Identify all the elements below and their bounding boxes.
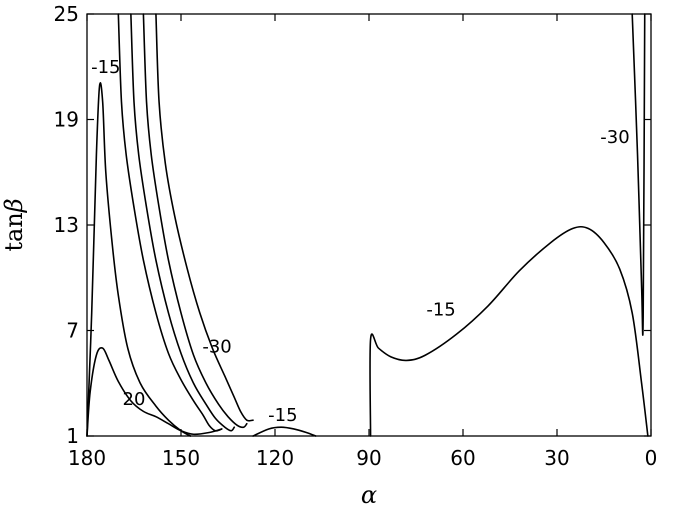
contour-line-2 — [86, 346, 223, 437]
x-tick-label: 180 — [68, 446, 106, 470]
contour-line-4 — [130, 13, 236, 432]
contour-lines — [86, 13, 649, 437]
x-tick-label: 30 — [544, 446, 569, 470]
contour-label-2: -30 — [202, 336, 231, 357]
y-tick-label: 13 — [54, 213, 79, 237]
x-axis-title: α — [361, 481, 377, 507]
contour-labels: -15 -30 20 -15 -15 -30 — [91, 57, 630, 426]
contour-label-5: -15 — [426, 299, 455, 320]
contour-line-5 — [142, 13, 248, 429]
contour-line-7 — [252, 426, 317, 437]
contour-line-8 — [369, 225, 649, 437]
plot-frame — [86, 13, 652, 437]
y-tick-label: 7 — [66, 319, 79, 343]
svg-text:tanβ: tanβ — [0, 198, 28, 251]
contour-line-1 — [86, 82, 192, 437]
y-axis-title-symbol: β — [0, 198, 28, 213]
y-tick-label: 25 — [54, 2, 79, 26]
contour-label-6: -30 — [600, 127, 629, 148]
x-tick-label: 60 — [450, 446, 475, 470]
axis-tick-labels: 180 150 120 90 60 30 0 1 7 13 19 25 — [54, 2, 658, 470]
y-tick-label: 1 — [66, 424, 79, 448]
x-tick-label: 0 — [645, 446, 658, 470]
contour-line-6 — [155, 13, 254, 422]
y-axis-title: tanβ — [0, 198, 28, 251]
x-tick-label: 90 — [356, 446, 381, 470]
contour-label-4: -15 — [268, 405, 297, 426]
y-axis-title-prefix: tan — [0, 212, 28, 251]
contour-line-3 — [117, 13, 223, 432]
contour-label-3: 20 — [123, 389, 146, 410]
y-tick-label: 19 — [54, 108, 79, 132]
x-tick-label: 120 — [256, 446, 294, 470]
contour-label-1: -15 — [91, 57, 120, 78]
x-tick-label: 150 — [162, 446, 200, 470]
contour-line-9 — [631, 13, 646, 336]
axis-ticks — [86, 13, 652, 437]
